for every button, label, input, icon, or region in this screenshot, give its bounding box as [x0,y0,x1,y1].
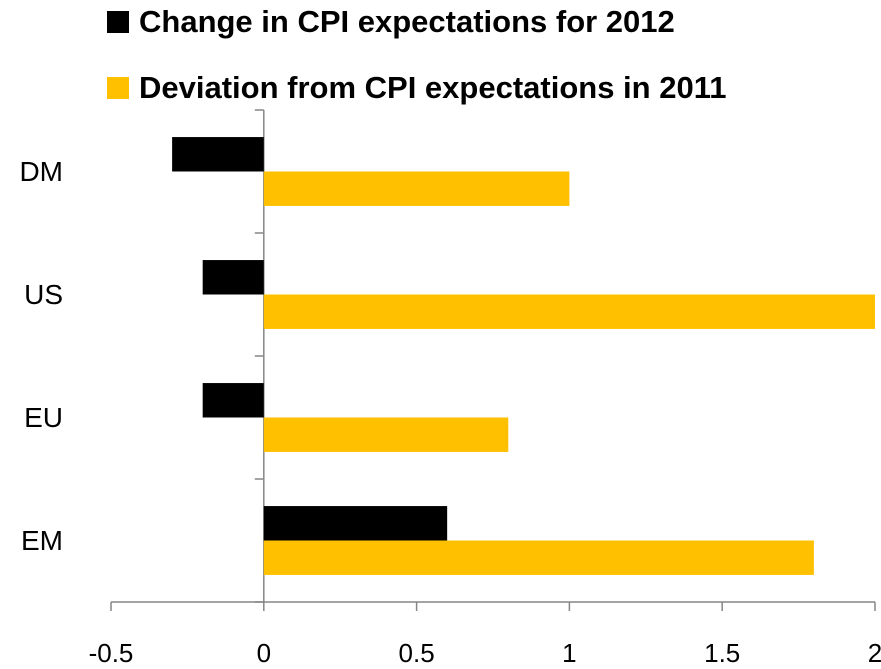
bar [263,171,570,206]
x-tick-label: 2 [868,638,881,668]
bar [263,294,875,329]
category-label: EM [21,525,63,556]
category-label: US [24,279,63,310]
category-label: EU [24,402,63,433]
bar [263,540,814,575]
legend-label: Deviation from CPI expectations in 2011 [139,70,726,105]
bar [202,383,264,418]
x-tick-label: 0.5 [399,638,435,668]
bar [263,506,448,541]
bar [263,417,509,452]
legend-label: Change in CPI expectations for 2012 [139,4,675,39]
x-tick-label: 1 [562,638,576,668]
x-tick-label: 0 [257,638,271,668]
bar [202,260,264,295]
category-label: DM [19,156,63,187]
x-tick-label: -0.5 [89,638,134,668]
legend-swatch [107,77,129,99]
legend-swatch [107,11,129,33]
x-tick-label: 1.5 [704,638,740,668]
bar [172,137,264,172]
